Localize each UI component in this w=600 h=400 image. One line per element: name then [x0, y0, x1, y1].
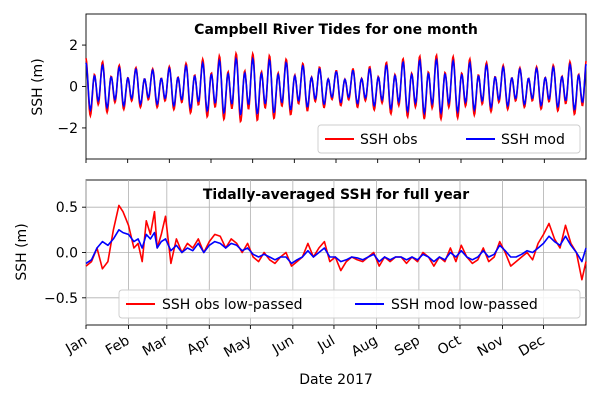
top-legend-box	[317, 124, 581, 154]
bottom-x-tick-label: Apr	[184, 332, 213, 358]
top-panel: −202 Campbell River Tides for one month …	[30, 13, 587, 163]
bottom-series-lines	[85, 204, 587, 281]
bottom-x-tick-label: Feb	[103, 333, 133, 359]
bottom-x-tick-label: Jun	[269, 333, 297, 358]
top-legend-mod-label: SSH mod	[501, 132, 565, 148]
bottom-x-tick-label: Oct	[435, 332, 464, 358]
bottom-series-obs-line	[85, 204, 587, 281]
bottom-legend-mod-label: SSH mod low-passed	[391, 297, 538, 313]
bottom-xlabel: Date 2017	[299, 372, 373, 388]
bottom-x-tick-label: Jul	[314, 333, 338, 356]
bottom-y-tick-label: 0.0	[56, 246, 78, 262]
bottom-series-mod-line	[85, 229, 587, 265]
bottom-x-tick-label: Jan	[62, 333, 90, 358]
bottom-legend-obs-label: SSH obs low-passed	[162, 297, 302, 313]
top-y-tick-label: 0	[69, 80, 78, 96]
top-y-ticks: −2 0 2	[57, 38, 545, 163]
bottom-x-ticks: Jan Feb Mar Apr May Jun Jul Aug Sep Oct Nov Dec	[62, 325, 548, 361]
bottom-y-tick-label: −0.5	[44, 291, 78, 307]
bottom-x-tick-label: Sep	[392, 333, 423, 360]
bottom-title: Tidally-averaged SSH for full year	[203, 187, 469, 203]
top-legend: SSH obs SSH mod	[317, 124, 581, 154]
top-series-lines	[85, 50, 587, 124]
bottom-y-tick-label: 0.5	[56, 200, 78, 216]
bottom-ylabel: SSH (m)	[14, 223, 30, 280]
top-series-mod-line	[85, 56, 587, 116]
bottom-x-tick-label: Dec	[516, 333, 547, 360]
top-title: Campbell River Tides for one month	[194, 22, 478, 38]
top-y-tick-label: −2	[57, 121, 78, 137]
bottom-x-tick-label: Nov	[475, 333, 507, 361]
bottom-panel: −0.5 0.0 0.5 Jan Feb Mar Apr May Jun Jul Aug Sep Oc…	[14, 179, 587, 388]
bottom-legend-box	[118, 289, 581, 319]
bottom-x-tick-label: Aug	[349, 333, 381, 361]
bottom-legend: SSH obs low-passed SSH mod low-passed	[118, 289, 581, 319]
bottom-x-tick-label: Mar	[140, 332, 171, 359]
bottom-x-tick-label: May	[221, 333, 254, 361]
top-ylabel: SSH (m)	[30, 58, 46, 115]
top-y-tick-label: 2	[69, 38, 78, 54]
top-legend-obs-label: SSH obs	[360, 132, 418, 148]
bottom-y-ticks: −0.5 0.0 0.5	[44, 200, 86, 307]
